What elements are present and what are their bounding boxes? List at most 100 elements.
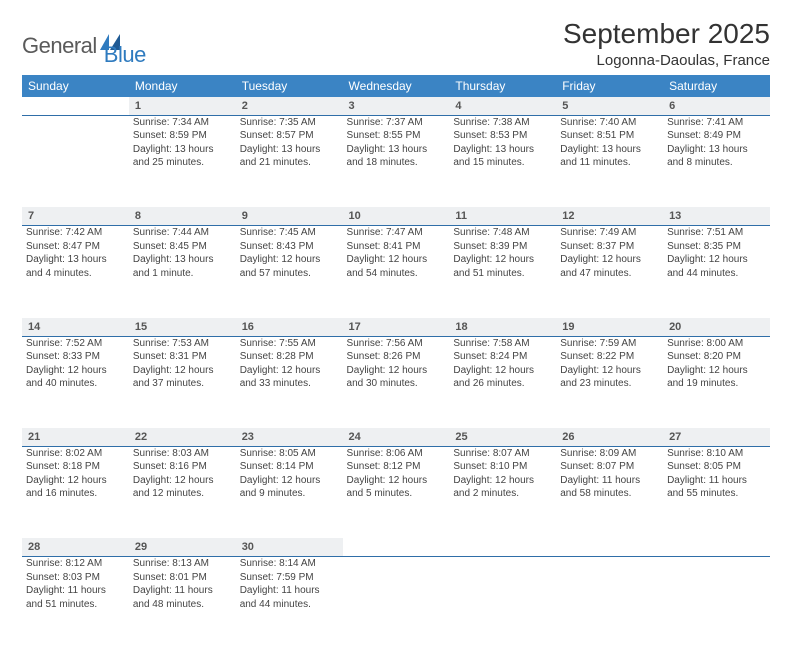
weekday-header: Thursday	[449, 75, 556, 97]
weekday-header-row: Sunday Monday Tuesday Wednesday Thursday…	[22, 75, 770, 97]
sunrise-text: Sunrise: 7:42 AM	[26, 226, 125, 240]
day-number-cell: 7	[22, 207, 129, 225]
sunrise-text: Sunrise: 7:35 AM	[240, 116, 339, 130]
day-number-cell: 29	[129, 538, 236, 556]
day-cell: Sunrise: 7:35 AMSunset: 8:57 PMDaylight:…	[236, 115, 343, 207]
day-number-cell: 27	[663, 428, 770, 446]
day-number-cell: 9	[236, 207, 343, 225]
day-number-cell: 17	[343, 318, 450, 336]
day2-text: and 40 minutes.	[26, 377, 125, 391]
day-number-cell: 10	[343, 207, 450, 225]
day-number-row: 78910111213	[22, 207, 770, 225]
sunset-text: Sunset: 8:49 PM	[667, 129, 766, 143]
day-number-cell: 22	[129, 428, 236, 446]
sunrise-text: Sunrise: 7:47 AM	[347, 226, 446, 240]
sunrise-text: Sunrise: 7:56 AM	[347, 337, 446, 351]
sunset-text: Sunset: 8:26 PM	[347, 350, 446, 364]
header: General Blue September 2025 Logonna-Daou…	[22, 18, 770, 69]
day2-text: and 51 minutes.	[453, 267, 552, 281]
sunrise-text: Sunrise: 7:53 AM	[133, 337, 232, 351]
day1-text: Daylight: 12 hours	[667, 253, 766, 267]
day-cell: Sunrise: 7:38 AMSunset: 8:53 PMDaylight:…	[449, 115, 556, 207]
day1-text: Daylight: 11 hours	[133, 584, 232, 598]
day-number-cell: 13	[663, 207, 770, 225]
sunset-text: Sunset: 8:51 PM	[560, 129, 659, 143]
day1-text: Daylight: 13 hours	[240, 143, 339, 157]
day2-text: and 5 minutes.	[347, 487, 446, 501]
sunset-text: Sunset: 8:24 PM	[453, 350, 552, 364]
sunset-text: Sunset: 8:07 PM	[560, 460, 659, 474]
day-cell: Sunrise: 8:00 AMSunset: 8:20 PMDaylight:…	[663, 336, 770, 428]
day-cell: Sunrise: 7:49 AMSunset: 8:37 PMDaylight:…	[556, 226, 663, 318]
day-number-cell: 6	[663, 97, 770, 115]
day1-text: Daylight: 12 hours	[26, 364, 125, 378]
day-cell: Sunrise: 7:40 AMSunset: 8:51 PMDaylight:…	[556, 115, 663, 207]
weekday-header: Saturday	[663, 75, 770, 97]
day-cell: Sunrise: 8:03 AMSunset: 8:16 PMDaylight:…	[129, 446, 236, 538]
day-cell: Sunrise: 8:07 AMSunset: 8:10 PMDaylight:…	[449, 446, 556, 538]
day2-text: and 21 minutes.	[240, 156, 339, 170]
day2-text: and 58 minutes.	[560, 487, 659, 501]
day-cell	[449, 557, 556, 649]
day2-text: and 54 minutes.	[347, 267, 446, 281]
day1-text: Daylight: 12 hours	[133, 474, 232, 488]
day-number-row: 282930	[22, 538, 770, 556]
day-cell: Sunrise: 8:10 AMSunset: 8:05 PMDaylight:…	[663, 446, 770, 538]
day2-text: and 1 minute.	[133, 267, 232, 281]
day-cell: Sunrise: 7:45 AMSunset: 8:43 PMDaylight:…	[236, 226, 343, 318]
day-number-cell	[22, 97, 129, 115]
sunrise-text: Sunrise: 7:38 AM	[453, 116, 552, 130]
day2-text: and 23 minutes.	[560, 377, 659, 391]
sunrise-text: Sunrise: 8:05 AM	[240, 447, 339, 461]
day-number-cell	[556, 538, 663, 556]
day-number-cell: 4	[449, 97, 556, 115]
sunrise-text: Sunrise: 7:44 AM	[133, 226, 232, 240]
day1-text: Daylight: 12 hours	[453, 474, 552, 488]
sunset-text: Sunset: 8:43 PM	[240, 240, 339, 254]
sunrise-text: Sunrise: 8:07 AM	[453, 447, 552, 461]
day2-text: and 48 minutes.	[133, 598, 232, 612]
day-number-row: 21222324252627	[22, 428, 770, 446]
day-number-cell: 2	[236, 97, 343, 115]
day-cell: Sunrise: 8:13 AMSunset: 8:01 PMDaylight:…	[129, 557, 236, 649]
day-number-cell	[449, 538, 556, 556]
day2-text: and 37 minutes.	[133, 377, 232, 391]
sunset-text: Sunset: 8:03 PM	[26, 571, 125, 585]
day-cell: Sunrise: 7:37 AMSunset: 8:55 PMDaylight:…	[343, 115, 450, 207]
sunset-text: Sunset: 8:10 PM	[453, 460, 552, 474]
day-cell: Sunrise: 7:59 AMSunset: 8:22 PMDaylight:…	[556, 336, 663, 428]
sunset-text: Sunset: 8:31 PM	[133, 350, 232, 364]
day-number-cell: 23	[236, 428, 343, 446]
day1-text: Daylight: 12 hours	[560, 253, 659, 267]
sunset-text: Sunset: 8:20 PM	[667, 350, 766, 364]
day2-text: and 57 minutes.	[240, 267, 339, 281]
sunset-text: Sunset: 8:41 PM	[347, 240, 446, 254]
brand-part1: General	[22, 33, 97, 59]
day-cell: Sunrise: 8:06 AMSunset: 8:12 PMDaylight:…	[343, 446, 450, 538]
day-cell: Sunrise: 7:51 AMSunset: 8:35 PMDaylight:…	[663, 226, 770, 318]
day1-text: Daylight: 12 hours	[453, 253, 552, 267]
sunrise-text: Sunrise: 8:03 AM	[133, 447, 232, 461]
day2-text: and 15 minutes.	[453, 156, 552, 170]
day2-text: and 9 minutes.	[240, 487, 339, 501]
day2-text: and 18 minutes.	[347, 156, 446, 170]
sunrise-text: Sunrise: 7:55 AM	[240, 337, 339, 351]
day-number-cell	[663, 538, 770, 556]
day1-text: Daylight: 12 hours	[453, 364, 552, 378]
sunset-text: Sunset: 8:12 PM	[347, 460, 446, 474]
sunset-text: Sunset: 8:39 PM	[453, 240, 552, 254]
sunset-text: Sunset: 8:45 PM	[133, 240, 232, 254]
sunrise-text: Sunrise: 8:14 AM	[240, 557, 339, 571]
day2-text: and 25 minutes.	[133, 156, 232, 170]
day-number-cell: 25	[449, 428, 556, 446]
day-number-cell: 20	[663, 318, 770, 336]
day2-text: and 4 minutes.	[26, 267, 125, 281]
sunrise-text: Sunrise: 8:12 AM	[26, 557, 125, 571]
day1-text: Daylight: 13 hours	[133, 143, 232, 157]
sunrise-text: Sunrise: 8:00 AM	[667, 337, 766, 351]
day2-text: and 51 minutes.	[26, 598, 125, 612]
day1-text: Daylight: 13 hours	[453, 143, 552, 157]
week-row: Sunrise: 7:42 AMSunset: 8:47 PMDaylight:…	[22, 226, 770, 318]
day-number-cell: 1	[129, 97, 236, 115]
day-number-cell: 5	[556, 97, 663, 115]
